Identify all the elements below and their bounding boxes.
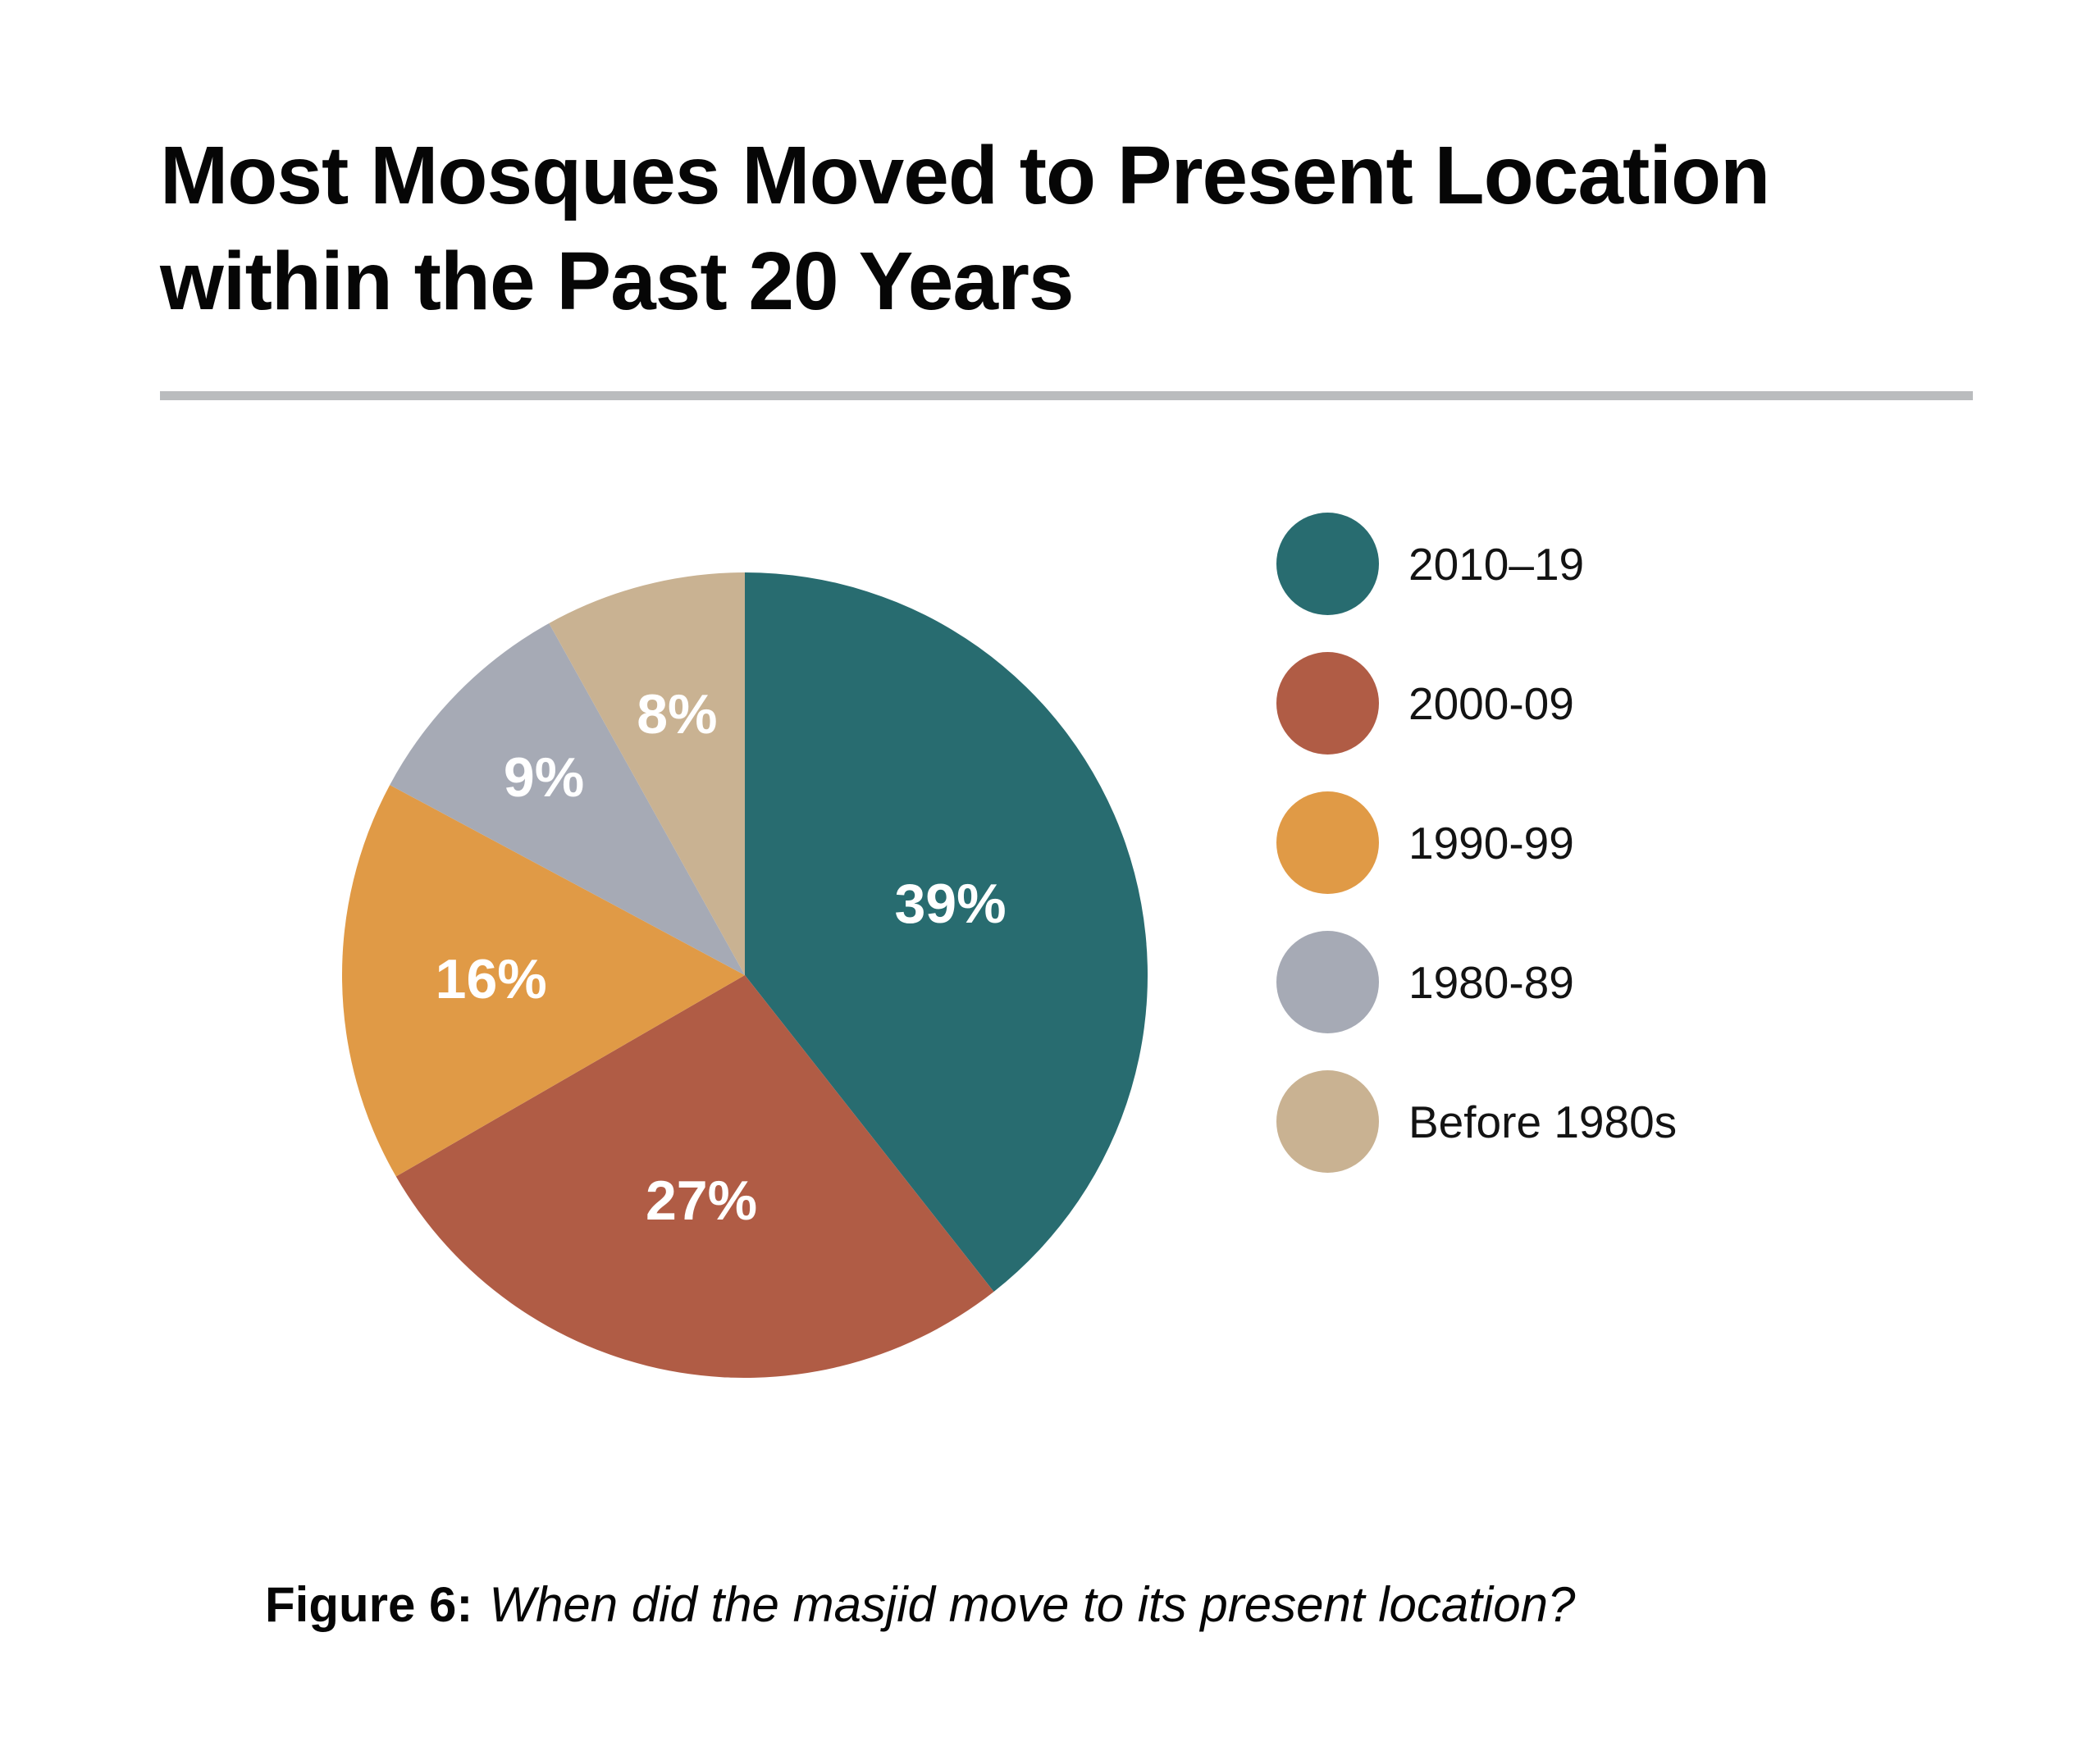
pie-chart: 39% 27% 16% 9% 8% — [342, 572, 1148, 1378]
pie-slice-label-before-1980s: 8% — [637, 682, 718, 745]
pie-slice-label-1980-89: 9% — [503, 745, 585, 809]
figure-caption: Figure 6: When did the masjid move to its… — [265, 1576, 1575, 1633]
legend: 2010–19 2000-09 1990-99 1980-89 Before 1980s — [1276, 513, 1677, 1173]
legend-swatch-icon — [1276, 1070, 1379, 1173]
legend-swatch-icon — [1276, 791, 1379, 894]
legend-swatch-icon — [1276, 931, 1379, 1033]
legend-label: 1990-99 — [1408, 817, 1574, 869]
legend-item-1980-89: 1980-89 — [1276, 931, 1677, 1033]
pie-slice-1980-89 — [390, 622, 745, 975]
pie-slice-label-1990-99: 16% — [435, 947, 547, 1010]
legend-label: 2010–19 — [1408, 538, 1585, 590]
legend-label: Before 1980s — [1408, 1096, 1678, 1147]
legend-swatch-icon — [1276, 513, 1379, 615]
title-divider — [160, 391, 1973, 400]
legend-label: 2000-09 — [1408, 677, 1574, 729]
pie-slice-2010-19 — [745, 572, 1148, 1292]
legend-item-2010-19: 2010–19 — [1276, 513, 1677, 615]
pie-slice-2000-09 — [395, 975, 994, 1378]
legend-label: 1980-89 — [1408, 956, 1574, 1008]
legend-item-1990-99: 1990-99 — [1276, 791, 1677, 894]
pie-slice-label-2000-09: 27% — [645, 1169, 758, 1232]
legend-item-before-1980s: Before 1980s — [1276, 1070, 1677, 1173]
caption-text: When did the masjid move to its present … — [489, 1577, 1576, 1632]
pie-slice-before-1980s — [549, 572, 745, 975]
pie-slice-1990-99 — [342, 785, 745, 1177]
caption-prefix: Figure 6: — [265, 1577, 473, 1632]
figure-title: Most Mosques Moved to Present Location w… — [160, 130, 1770, 327]
pie-slice-label-2010-19: 39% — [894, 873, 1007, 936]
legend-swatch-icon — [1276, 652, 1379, 755]
legend-item-2000-09: 2000-09 — [1276, 652, 1677, 755]
pie-svg — [342, 572, 1148, 1378]
